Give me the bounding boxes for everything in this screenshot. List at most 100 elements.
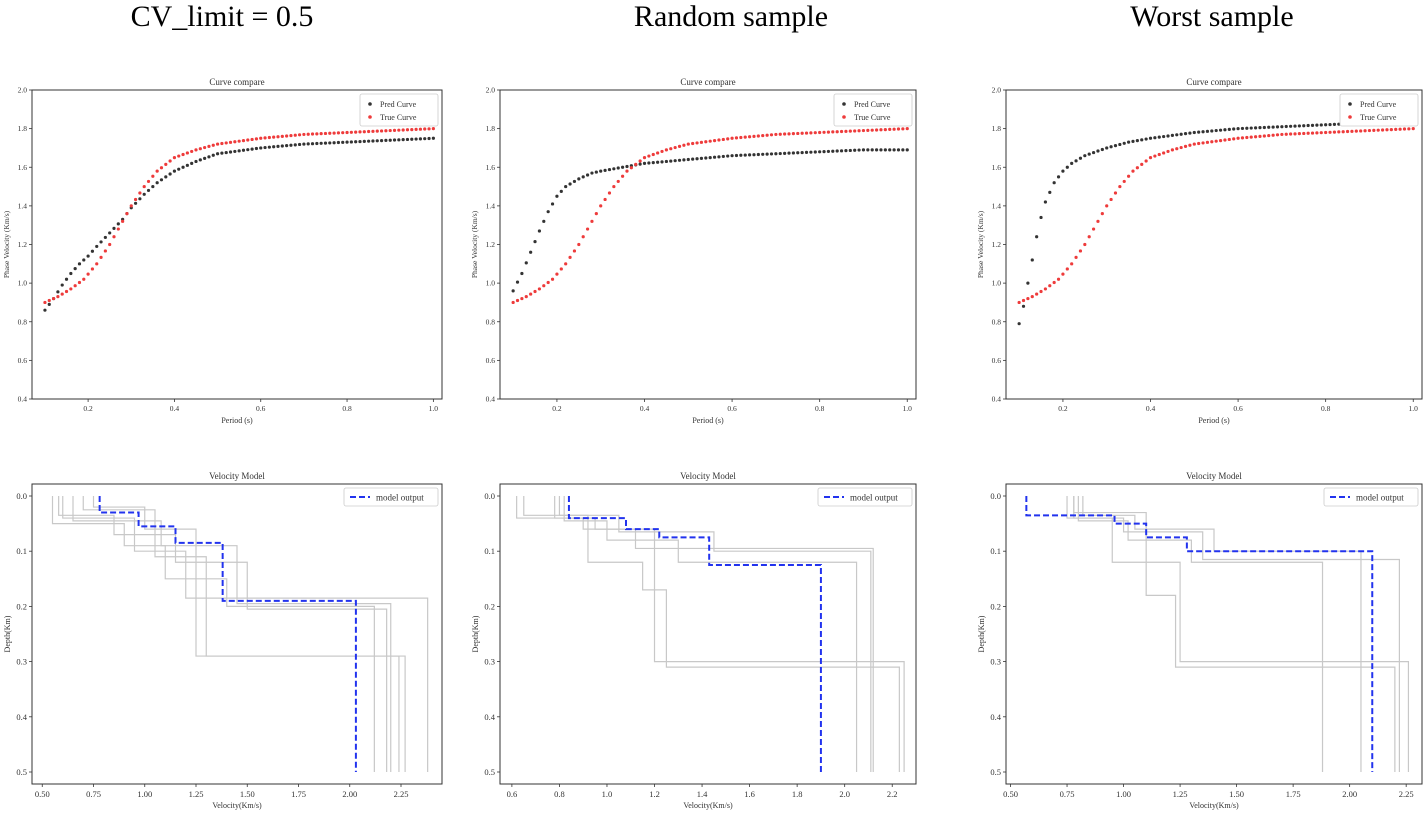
y-tick-label: 1.0 [486, 279, 496, 288]
data-point [857, 148, 861, 152]
data-point [664, 148, 668, 152]
data-point [207, 155, 211, 159]
data-point [647, 161, 651, 165]
data-point [224, 150, 228, 155]
data-point [1240, 136, 1245, 140]
data-point [293, 133, 297, 137]
data-point [1100, 147, 1104, 152]
legend-label: Pred Curve [1360, 100, 1397, 109]
legend-marker [1348, 102, 1352, 106]
data-point [1135, 166, 1139, 170]
data-point [787, 132, 791, 136]
data-point [427, 127, 431, 131]
data-point [857, 129, 861, 133]
chart-title: Velocity Model [1186, 471, 1242, 481]
data-point [285, 134, 289, 138]
y-tick-label: 2.0 [486, 86, 496, 95]
data-point [1035, 292, 1039, 296]
data-point [901, 127, 905, 131]
data-point [629, 166, 633, 170]
data-point [250, 137, 254, 142]
data-point [1048, 284, 1052, 288]
data-point [1017, 300, 1021, 305]
data-point [656, 151, 660, 155]
data-point [302, 142, 306, 146]
data-point [686, 157, 690, 162]
y-tick-label: 1.6 [992, 163, 1002, 172]
data-point [612, 184, 616, 189]
data-point [888, 127, 892, 131]
data-point [761, 152, 765, 156]
data-point [1310, 131, 1315, 135]
data-point [1310, 123, 1315, 127]
data-point [664, 159, 668, 164]
data-point [1170, 148, 1174, 152]
data-point [1166, 134, 1170, 138]
data-point [1245, 126, 1249, 130]
x-tick-label: 2.25 [1399, 789, 1414, 799]
legend-marker [842, 102, 846, 106]
data-point [883, 148, 887, 152]
data-point [682, 143, 686, 147]
data-point [397, 128, 401, 132]
data-point [69, 271, 73, 276]
legend-box [1323, 487, 1419, 507]
data-point [511, 300, 515, 305]
data-point [905, 127, 909, 131]
data-point [1127, 140, 1131, 144]
data-point [203, 156, 207, 160]
data-point [844, 129, 848, 133]
column-title-random-sample: Random sample [633, 0, 829, 33]
y-tick-label: 0.0 [990, 491, 1001, 501]
data-point [259, 146, 263, 150]
data-point [726, 154, 730, 158]
data-point [198, 158, 202, 162]
data-point [1170, 133, 1174, 137]
data-point [1021, 304, 1026, 308]
data-point [1376, 128, 1380, 132]
reference-model-line [72, 496, 392, 772]
y-tick-label: 0.4 [486, 395, 496, 404]
data-point [564, 184, 568, 189]
data-point [116, 222, 120, 226]
data-point [708, 139, 712, 143]
x-tick-label: 1.75 [1286, 789, 1301, 799]
data-point [267, 135, 271, 140]
data-point [572, 179, 577, 184]
data-point [388, 128, 392, 133]
data-point [1183, 144, 1188, 148]
data-point [103, 249, 107, 253]
data-point [1026, 281, 1030, 285]
data-point [56, 295, 60, 299]
data-point [241, 138, 246, 143]
data-point [515, 280, 520, 284]
data-point [546, 210, 550, 214]
y-tick-label: 1.2 [992, 240, 1002, 249]
data-point [660, 149, 664, 154]
y-tick-label: 0.4 [990, 712, 1001, 722]
data-point [73, 267, 77, 271]
data-point [51, 296, 56, 301]
x-tick-label: 2.25 [394, 789, 409, 799]
data-point [748, 135, 752, 139]
data-point [1337, 130, 1341, 134]
y-tick-label: 0.2 [16, 601, 27, 611]
data-point [1113, 191, 1118, 195]
data-point [791, 132, 795, 136]
data-point [336, 131, 341, 135]
data-point [1078, 156, 1083, 160]
data-point [341, 140, 345, 144]
data-point [1236, 127, 1240, 131]
data-point [730, 154, 734, 158]
x-tick-label: 1.00 [1116, 789, 1131, 799]
model-output-line [1025, 496, 1374, 772]
x-tick-label: 1.25 [1173, 789, 1188, 799]
data-point [1122, 179, 1126, 184]
plot-frame [31, 89, 443, 400]
data-point [783, 151, 787, 155]
data-point [1227, 127, 1231, 131]
data-point [259, 136, 263, 140]
data-point [414, 127, 418, 131]
data-point [542, 284, 546, 288]
data-point [813, 150, 817, 154]
